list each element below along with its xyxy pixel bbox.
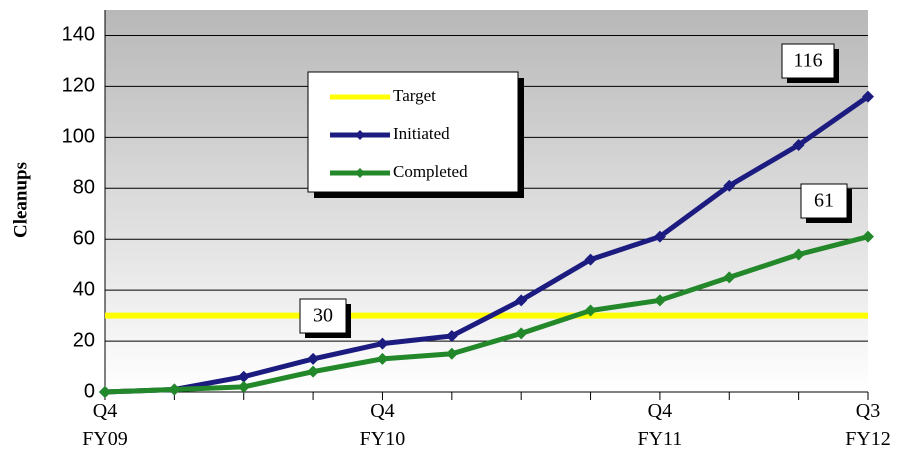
marker: [515, 294, 528, 307]
label-box: [781, 43, 835, 79]
marker: [792, 248, 805, 261]
legend-marker: [355, 130, 365, 140]
marker: [515, 327, 528, 340]
marker: [584, 304, 597, 317]
legend-marker: [355, 168, 365, 178]
series-line: [104, 94, 870, 395]
marker: [653, 294, 666, 307]
marker: [445, 347, 458, 360]
y-tick-label: 40: [73, 278, 95, 300]
marker: [723, 271, 736, 284]
y-tick-label: 60: [73, 227, 95, 249]
marker: [237, 380, 250, 393]
marker: [99, 386, 111, 398]
marker: [862, 230, 874, 243]
y-tick-label: 140: [62, 24, 95, 46]
x-tick-label: Q4 FY11: [637, 400, 682, 450]
marker: [307, 365, 320, 378]
marker: [307, 352, 320, 365]
series-line: [104, 234, 869, 395]
y-tick-label: 0: [84, 380, 95, 402]
plot-area: [105, 10, 868, 392]
data-label: 116: [793, 50, 822, 72]
data-label: 61: [814, 190, 834, 212]
label-box: [299, 298, 347, 334]
marker: [168, 383, 181, 396]
y-tick-label: 120: [62, 75, 95, 97]
marker: [862, 90, 874, 103]
overlay: 30 116 61 Target Initiated Completed: [299, 43, 852, 338]
marker: [792, 138, 805, 151]
x-tick-label: Q3 FY12: [845, 400, 891, 450]
label-box: [800, 183, 848, 219]
marker: [723, 179, 736, 192]
marker: [376, 352, 389, 365]
marker: [584, 253, 597, 266]
y-tick-label: 80: [73, 177, 95, 199]
marker: [653, 230, 666, 243]
y-axis-label: Cleanups: [10, 162, 31, 238]
y-tick-label: 100: [62, 126, 95, 148]
marker: [376, 337, 389, 350]
lines: [99, 90, 874, 398]
x-tick-label: Q4 FY10: [360, 400, 406, 450]
marker: [445, 329, 458, 342]
y-tick-label: 20: [73, 329, 95, 351]
legend-label: Initiated: [393, 124, 450, 143]
x-tick-label: Q4 FY09: [82, 400, 128, 450]
legend-label: Completed: [393, 162, 468, 181]
data-label: 30: [313, 305, 333, 327]
legend-label: Target: [393, 86, 436, 105]
marker: [237, 370, 250, 383]
